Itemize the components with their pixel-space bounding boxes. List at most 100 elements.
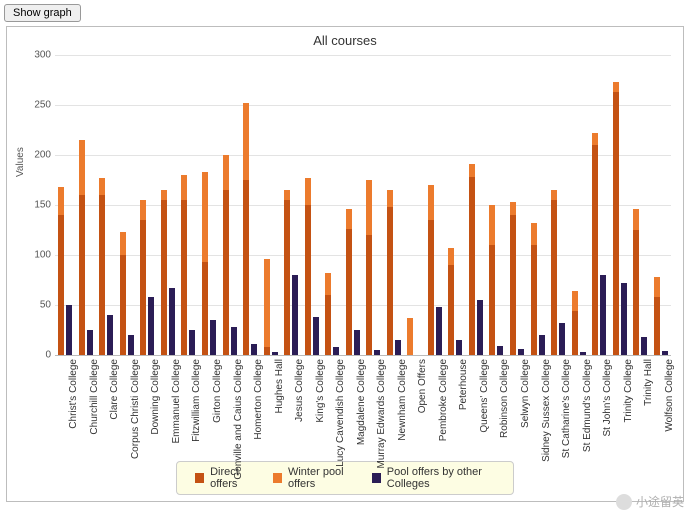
grid-line [55, 105, 671, 106]
offers-bar [551, 190, 557, 355]
pool-other-bar [272, 352, 278, 355]
direct-offers-segment [592, 145, 598, 355]
winter-pool-segment [633, 209, 639, 230]
grid-line [55, 255, 671, 256]
winter-pool-segment [510, 202, 516, 215]
winter-pool-segment [99, 178, 105, 195]
direct-offers-segment [140, 220, 146, 355]
pool-other-bar [580, 352, 586, 355]
pool-other-bar [354, 330, 360, 355]
plot-area: 050100150200250300 [55, 55, 671, 356]
x-tick-label: Downing College [150, 359, 161, 435]
pool-other-bar [395, 340, 401, 355]
offers-bar [428, 185, 434, 355]
pool-other-bar [621, 283, 627, 355]
direct-offers-segment [58, 215, 64, 355]
direct-offers-segment [489, 245, 495, 355]
offers-bar [654, 277, 660, 355]
pool-other-bar [128, 335, 134, 355]
watermark-text: 小途留英 [636, 493, 684, 510]
pool-other-bar [518, 349, 524, 355]
winter-pool-segment [469, 164, 475, 177]
direct-offers-segment [366, 235, 372, 355]
x-tick-label: Queens' College [479, 359, 490, 433]
pool-other-bar [169, 288, 175, 355]
direct-offers-segment [181, 200, 187, 355]
pool-other-bar [210, 320, 216, 355]
direct-offers-segment [613, 92, 619, 355]
direct-offers-segment [284, 200, 290, 355]
offers-bar [407, 318, 413, 355]
winter-pool-segment [531, 223, 537, 245]
offers-bar [346, 209, 352, 355]
direct-offers-segment [223, 190, 229, 355]
direct-offers-segment [469, 177, 475, 355]
direct-offers-segment [531, 245, 537, 355]
winter-pool-segment [551, 190, 557, 200]
offers-bar [140, 200, 146, 355]
x-tick-label: Churchill College [89, 359, 100, 435]
y-tick-label: 0 [25, 350, 51, 361]
offers-bar [79, 140, 85, 355]
pool-other-bar [107, 315, 113, 355]
x-tick-label: Selwyn College [520, 359, 531, 428]
offers-bar [592, 133, 598, 355]
direct-offers-segment [325, 295, 331, 355]
winter-pool-segment [284, 190, 290, 200]
show-graph-button[interactable]: Show graph [4, 4, 81, 22]
direct-offers-segment [99, 195, 105, 355]
pool-other-bar [559, 323, 565, 355]
direct-offers-segment [346, 229, 352, 355]
grid-line [55, 305, 671, 306]
pool-other-bar [374, 350, 380, 355]
direct-offers-segment [654, 297, 660, 355]
pool-other-bar [456, 340, 462, 355]
offers-bar [264, 259, 270, 355]
x-tick-label: Lucy Cavendish College [335, 359, 346, 467]
legend-swatch-icon [195, 473, 204, 483]
winter-pool-segment [202, 172, 208, 262]
offers-bar [99, 178, 105, 355]
legend-label: Pool offers by other Colleges [387, 466, 495, 490]
direct-offers-segment [305, 205, 311, 355]
x-tick-label: Hughes Hall [274, 359, 285, 413]
x-tick-label: Magdalene College [356, 359, 367, 445]
offers-bar [448, 248, 454, 355]
offers-bar [633, 209, 639, 355]
direct-offers-segment [79, 195, 85, 355]
x-tick-label: Wolfson College [664, 359, 675, 432]
offers-bar [572, 291, 578, 355]
pool-other-bar [251, 344, 257, 355]
x-tick-label: Homerton College [253, 359, 264, 440]
legend-swatch-icon [273, 473, 282, 483]
offers-bar [161, 190, 167, 355]
offers-bar [510, 202, 516, 355]
offers-bar [366, 180, 372, 355]
offers-bar [120, 232, 126, 355]
x-tick-label: Sidney Sussex College [541, 359, 552, 462]
offers-bar [531, 223, 537, 355]
direct-offers-segment [120, 255, 126, 355]
winter-pool-segment [428, 185, 434, 220]
winter-pool-segment [654, 277, 660, 297]
pool-other-bar [66, 305, 72, 355]
offers-bar [469, 164, 475, 355]
avatar-icon [616, 494, 632, 510]
chart-title: All courses [7, 33, 683, 48]
winter-pool-segment [572, 291, 578, 311]
x-tick-label: Pembroke College [438, 359, 449, 441]
pool-other-bar [477, 300, 483, 355]
x-tick-label: King's College [315, 359, 326, 423]
x-tick-label: Murray Edwards College [376, 359, 387, 469]
offers-bar [613, 82, 619, 355]
direct-offers-segment [161, 200, 167, 355]
offers-bar [202, 172, 208, 355]
x-tick-label: Robinson College [499, 359, 510, 438]
direct-offers-segment [428, 220, 434, 355]
grid-line [55, 205, 671, 206]
legend-item: Winter pool offers [273, 466, 354, 490]
x-tick-label: Trinity Hall [643, 359, 654, 406]
winter-pool-segment [448, 248, 454, 265]
direct-offers-segment [633, 230, 639, 355]
direct-offers-segment [202, 262, 208, 355]
